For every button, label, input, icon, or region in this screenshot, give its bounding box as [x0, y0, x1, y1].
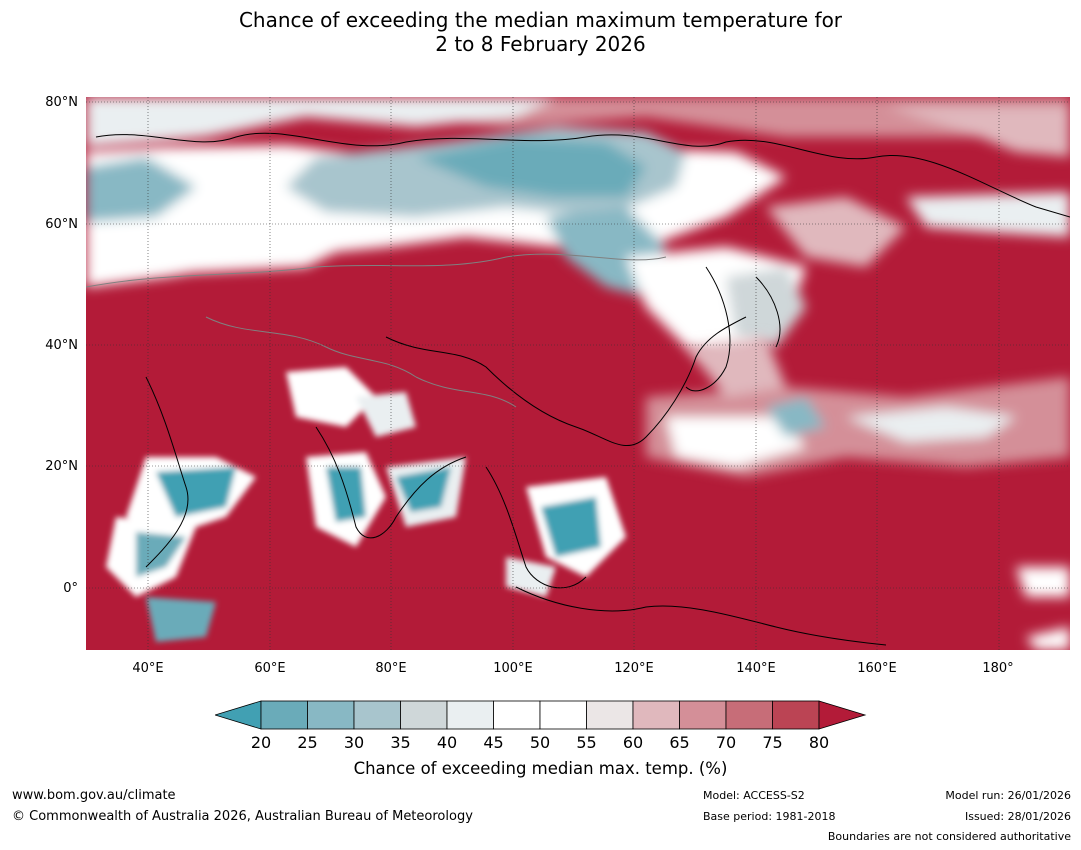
colorbar-tick-label: 35 — [390, 733, 411, 752]
graticule — [86, 97, 1070, 650]
north-band — [86, 97, 1070, 367]
lon-label-40e: 40°E — [132, 661, 164, 676]
lat-label-60n: 60°N — [45, 217, 78, 232]
colorbar-extend-low — [215, 700, 262, 730]
footer-disclaimer: Boundaries are not considered authoritat… — [827, 830, 1071, 843]
lon-label-160e: 160°E — [857, 661, 897, 676]
colorbar-cell — [539, 700, 587, 730]
colorbar-tick-label: 20 — [250, 733, 272, 752]
title-line-2: 2 to 8 February 2026 — [435, 32, 646, 56]
lat-label-equator: 0° — [63, 581, 78, 596]
lon-label-80e: 80°E — [375, 661, 407, 676]
colorbar-tick-label: 80 — [808, 733, 830, 752]
footer-model: Model: ACCESS-S2 — [703, 789, 805, 802]
lon-label-60e: 60°E — [254, 661, 286, 676]
pacific-band — [646, 337, 1070, 650]
colorbar-tick-label: 75 — [762, 733, 783, 752]
map-svg — [86, 97, 1070, 650]
footer-issued: Issued: 28/01/2026 — [964, 810, 1071, 823]
colorbar-cells — [215, 700, 867, 730]
colorbar-tick-label: 60 — [622, 733, 644, 752]
coastlines — [95, 132, 1070, 646]
probability-map — [86, 97, 1070, 650]
colorbar-cell — [772, 700, 820, 730]
colorbar-cell — [400, 700, 448, 730]
lon-label-140e: 140°E — [736, 661, 776, 676]
colorbar-tick-label: 55 — [576, 733, 597, 752]
chart-title: Chance of exceeding the median maximum t… — [0, 8, 1081, 56]
lat-label-40n: 40°N — [45, 338, 78, 353]
colorbar-title: Chance of exceeding median max. temp. (%… — [353, 759, 728, 778]
colorbar-cell — [307, 700, 355, 730]
colorbar-cell — [632, 700, 680, 730]
footer-url[interactable]: www.bom.gov.au/climate — [12, 788, 176, 803]
colorbar-tick-label: 30 — [343, 733, 365, 752]
colorbar — [215, 700, 867, 730]
south-asia-patches — [106, 367, 626, 642]
colorbar-cell — [586, 700, 634, 730]
colorbar-tick-label: 40 — [436, 733, 458, 752]
footer-model-run: Model run: 26/01/2026 — [945, 789, 1071, 802]
lon-label-180: 180° — [982, 661, 1014, 676]
colorbar-tick-label: 70 — [715, 733, 737, 752]
boundaries — [86, 253, 667, 408]
lon-label-120e: 120°E — [614, 661, 654, 676]
colorbar-extend-high — [818, 700, 867, 730]
colorbar-cell — [725, 700, 773, 730]
colorbar-tick-label: 25 — [297, 733, 318, 752]
colorbar-cell — [446, 700, 494, 730]
lat-label-80n: 80°N — [45, 95, 78, 110]
footer-base-period: Base period: 1981-2018 — [703, 810, 836, 823]
colorbar-cell — [679, 700, 727, 730]
colorbar-tick-label: 65 — [669, 733, 690, 752]
footer-copyright: © Commonwealth of Australia 2026, Austra… — [12, 809, 473, 824]
colorbar-tick-label: 50 — [529, 733, 551, 752]
lon-label-100e: 100°E — [493, 661, 533, 676]
colorbar-cell — [353, 700, 401, 730]
lat-label-20n: 20°N — [45, 459, 78, 474]
colorbar-cell — [260, 700, 308, 730]
title-line-1: Chance of exceeding the median maximum t… — [238, 8, 843, 32]
colorbar-tick-label: 45 — [483, 733, 504, 752]
colorbar-cell — [493, 700, 541, 730]
